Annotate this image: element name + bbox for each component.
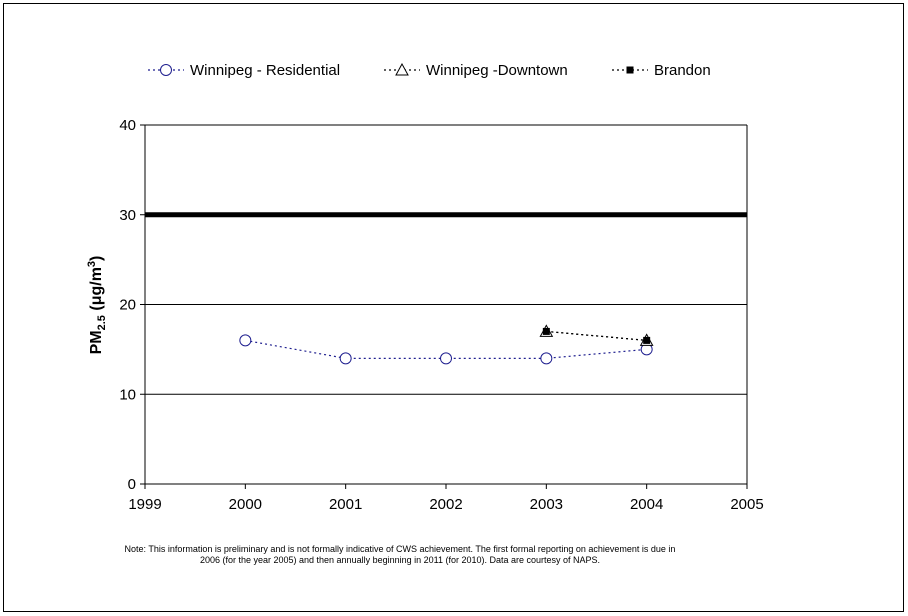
- y-label-main: PM: [88, 330, 105, 354]
- y-label-subscript: 2.5: [96, 315, 108, 330]
- x-tick-label: 2004: [630, 496, 663, 513]
- x-tick-label: 1999: [128, 496, 161, 513]
- y-tick-label: 40: [119, 117, 136, 134]
- legend-label-winnipeg-residential: Winnipeg - Residential: [190, 62, 340, 79]
- y-label-unit: (μg/m: [88, 267, 105, 315]
- series-winnipeg-residential: [239, 334, 653, 365]
- legend-label-brandon: Brandon: [654, 62, 711, 79]
- legend-entry-winnipeg-downtown: Winnipeg -Downtown: [384, 62, 568, 79]
- data-point-winnipeg-residential: [339, 352, 352, 365]
- legend-marker-brandon: [626, 66, 634, 74]
- x-tick-label: 2001: [329, 496, 362, 513]
- x-tick-label: 2000: [229, 496, 262, 513]
- x-tick-label: 2005: [730, 496, 763, 513]
- tick-labels: 0 10 20 30 40 1999 2000 2001 2002 2003 2004 2005: [119, 117, 763, 513]
- data-point-brandon: [643, 336, 651, 344]
- y-tick-label: 0: [128, 476, 136, 493]
- data-point-winnipeg-residential: [239, 334, 252, 347]
- x-tick-label: 2003: [530, 496, 563, 513]
- y-axis-label: PM2.5 (μg/m3): [86, 256, 108, 355]
- legend-marker-winnipeg-residential: [160, 64, 172, 76]
- legend-entry-winnipeg-residential: Winnipeg - Residential: [148, 62, 340, 79]
- y-tick-label: 10: [119, 386, 136, 403]
- series-line-winnipeg-residential: [245, 339, 647, 359]
- legend: Winnipeg - Residential Winnipeg -Downtown…: [148, 62, 711, 79]
- y-label-superscript: 3: [86, 261, 98, 267]
- series-group: [239, 324, 654, 365]
- footnote: Note: This information is preliminary an…: [124, 544, 676, 565]
- legend-label-winnipeg-downtown: Winnipeg -Downtown: [426, 62, 568, 79]
- series-line-brandon: [546, 330, 647, 341]
- legend-entry-brandon: Brandon: [612, 62, 711, 79]
- y-label-unit-close: ): [88, 256, 105, 261]
- data-point-brandon: [542, 327, 550, 335]
- series-brandon: [542, 327, 651, 344]
- y-tick-label: 20: [119, 297, 136, 314]
- x-tick-label: 2002: [429, 496, 462, 513]
- y-tick-label: 30: [119, 207, 136, 224]
- chart-frame: [3, 3, 904, 612]
- axes: [140, 124, 748, 489]
- data-point-winnipeg-residential: [440, 352, 452, 365]
- legend-marker-winnipeg-downtown: [395, 62, 409, 76]
- data-point-winnipeg-residential: [540, 352, 553, 365]
